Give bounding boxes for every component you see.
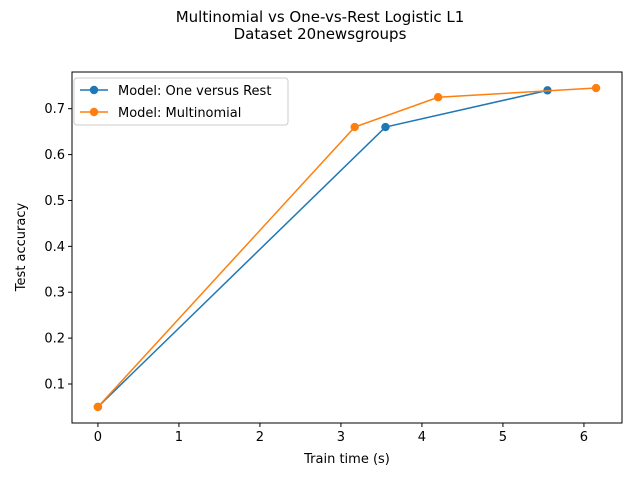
- y-tick-label: 0.4: [44, 240, 65, 255]
- legend-box: [73, 77, 289, 126]
- x-axis-ticks: 0 1 2 3 4 5 6: [94, 423, 588, 445]
- data-point-model-one-versus-rest: [381, 122, 390, 132]
- x-tick-label: 0: [94, 430, 102, 445]
- x-tick-label: 5: [499, 430, 507, 445]
- x-axis-label: Train time (s): [303, 452, 390, 467]
- x-tick-label: 1: [175, 430, 183, 445]
- axes-frame: [71, 71, 623, 424]
- chart-subtitle: Dataset 20newsgroups: [234, 25, 407, 43]
- legend: Model: One versus Rest Model: Multinomia…: [73, 77, 289, 126]
- y-tick-label: 0.3: [44, 286, 65, 301]
- legend-label-one-vs-rest: Model: One versus Rest: [118, 84, 271, 99]
- y-axis-label: Test accuracy: [14, 203, 29, 293]
- series-line-model-multinomial: [97, 87, 597, 408]
- y-tick-label: 0.6: [44, 148, 65, 163]
- y-tick-label: 0.5: [44, 194, 65, 209]
- legend-marker-multinomial: [89, 107, 99, 117]
- x-tick-label: 2: [256, 430, 264, 445]
- data-point-model-multinomial: [591, 83, 601, 93]
- data-point-model-multinomial: [350, 122, 359, 132]
- x-tick-label: 3: [337, 430, 345, 445]
- legend-label-multinomial: Model: Multinomial: [118, 106, 241, 121]
- x-tick-label: 4: [418, 430, 426, 445]
- y-tick-label: 0.7: [44, 102, 65, 117]
- x-tick-label: 6: [580, 430, 588, 445]
- data-point-model-multinomial: [433, 93, 443, 102]
- y-tick-label: 0.2: [44, 332, 65, 347]
- y-axis-ticks: 0.1 0.2 0.3 0.4 0.5 0.6 0.7: [44, 102, 72, 393]
- legend-marker-one-vs-rest: [89, 85, 99, 95]
- y-tick-label: 0.1: [44, 378, 65, 393]
- data-point-model-multinomial: [93, 402, 103, 412]
- chart-title: Multinomial vs One-vs-Rest Logistic L1: [176, 8, 465, 26]
- plot-series: [93, 83, 601, 412]
